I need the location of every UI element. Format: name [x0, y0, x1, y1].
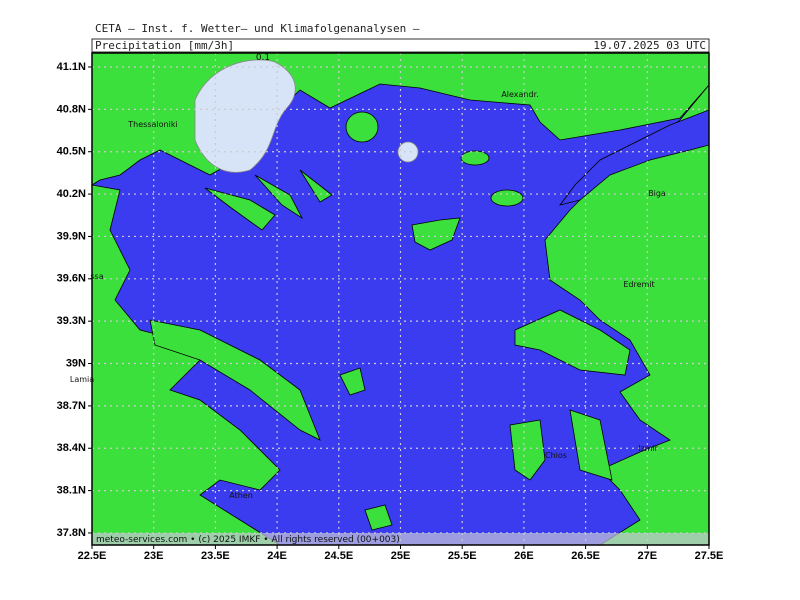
land — [509, 419, 546, 481]
land — [364, 504, 393, 531]
lon-label: 25.5E — [448, 550, 477, 562]
lat-label: 38.4N — [57, 442, 86, 454]
lon-label: 23E — [144, 550, 164, 562]
precip-area — [194, 59, 296, 173]
lat-label: 39.3N — [57, 315, 86, 327]
lon-label: 27E — [638, 550, 658, 562]
land — [345, 111, 379, 143]
land — [92, 184, 281, 545]
lon-label: 27.5E — [695, 550, 724, 562]
lon-label: 22.5E — [78, 550, 107, 562]
lat-label: 39.6N — [57, 273, 86, 285]
place-label: ssa — [90, 272, 103, 281]
lon-label: 26E — [514, 550, 534, 562]
footer-bar — [92, 533, 709, 545]
lon-label: 24E — [267, 550, 287, 562]
place-label: Izmir — [638, 444, 659, 453]
land — [254, 174, 304, 220]
lon-label: 23.5E — [201, 550, 230, 562]
lat-label: 37.8N — [57, 527, 86, 539]
lat-label: 38.1N — [57, 485, 86, 497]
land — [411, 217, 461, 251]
land — [490, 189, 524, 207]
contour-label: 0.1 — [256, 53, 270, 63]
land — [514, 309, 631, 376]
place-label: Edremit — [623, 280, 654, 289]
lat-label: 39.9N — [57, 230, 86, 242]
lat-label: 40.5N — [57, 146, 86, 158]
map-area: meteo-services.com • (c) 2025 IMKF • All… — [92, 53, 709, 545]
place-label: Thessaloniki — [127, 120, 177, 129]
place-label: Lamia — [70, 375, 94, 384]
land — [299, 169, 333, 203]
lat-label: 40.2N — [57, 188, 86, 200]
lon-label: 25E — [391, 550, 411, 562]
land — [204, 187, 276, 231]
land — [339, 367, 366, 396]
lat-label: 41.1N — [57, 61, 86, 73]
footer: meteo-services.com • (c) 2025 IMKF • All… — [96, 535, 400, 545]
lat-label: 39N — [66, 357, 86, 369]
place-label: Alexandr. — [501, 90, 538, 99]
lon-label: 24.5E — [324, 550, 353, 562]
place-label: Chios — [545, 451, 567, 460]
valid-time: 19.07.2025 03 UTC — [593, 39, 706, 52]
lat-label: 38.7N — [57, 400, 86, 412]
place-label: Biga — [648, 189, 666, 198]
lon-label: 26.5E — [571, 550, 600, 562]
grid — [92, 53, 709, 545]
header-box — [91, 38, 710, 53]
land — [149, 319, 321, 441]
land — [569, 409, 613, 481]
parameter: Precipitation [mm/3h] — [95, 39, 234, 52]
place-label: Athen — [229, 491, 253, 500]
lat-label: 40.8N — [57, 103, 86, 115]
sea-marmara — [559, 109, 709, 206]
land — [460, 150, 490, 166]
institute: CETA – Inst. f. Wetter– und Klimafolgena… — [95, 22, 420, 35]
